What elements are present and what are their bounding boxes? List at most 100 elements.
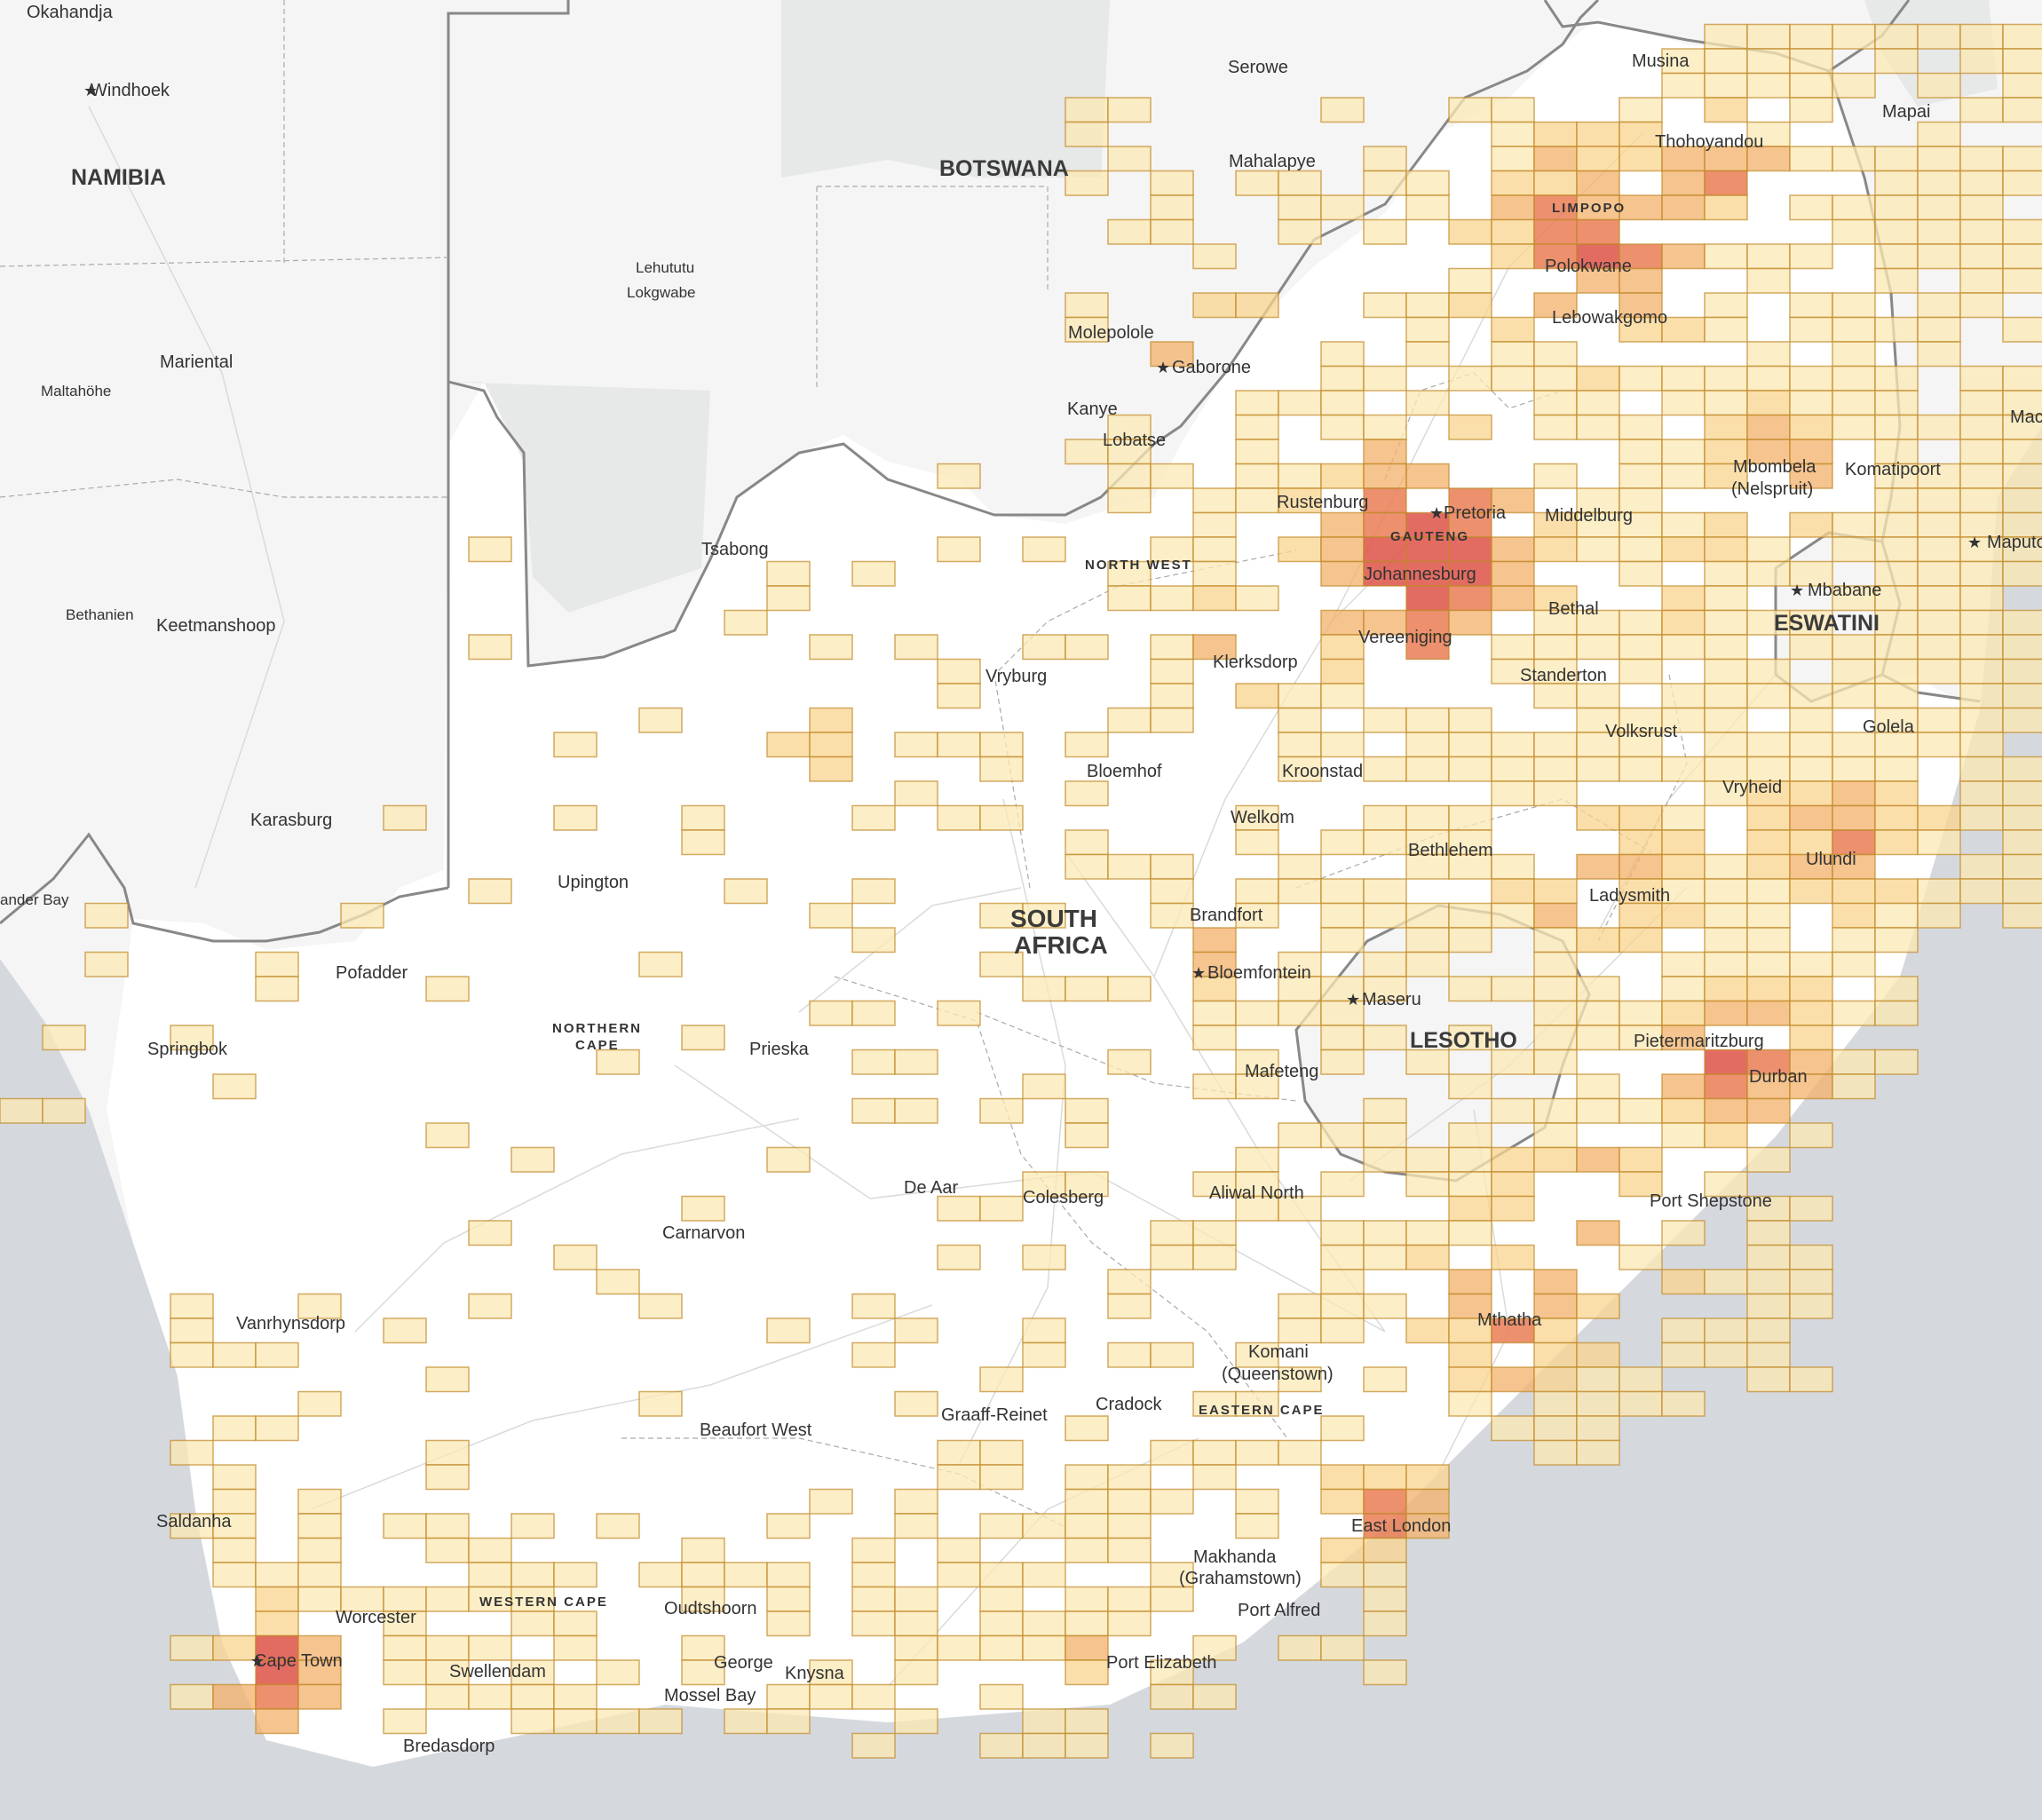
heat-cell[interactable] xyxy=(1533,683,1578,709)
heat-cell[interactable] xyxy=(681,1659,725,1686)
heat-cell[interactable] xyxy=(1405,341,1450,368)
heat-cell[interactable] xyxy=(1491,1415,1535,1442)
heat-cell[interactable] xyxy=(1192,1464,1237,1491)
heat-cell[interactable] xyxy=(851,1048,896,1075)
heat-cell[interactable] xyxy=(1065,1415,1109,1442)
heat-cell[interactable] xyxy=(297,1537,342,1563)
heat-cell[interactable] xyxy=(468,878,512,905)
heat-cell[interactable] xyxy=(2002,267,2042,294)
heat-cell[interactable] xyxy=(553,732,598,758)
heat-cell[interactable] xyxy=(979,1586,1024,1612)
heat-cell[interactable] xyxy=(1107,97,1152,123)
heat-cell[interactable] xyxy=(1192,1439,1237,1466)
heat-cell[interactable] xyxy=(1448,927,1492,954)
heat-cell[interactable] xyxy=(1874,829,1919,856)
heat-cell[interactable] xyxy=(1150,1488,1194,1515)
heat-cell[interactable] xyxy=(1192,560,1237,587)
heat-cell[interactable] xyxy=(1832,1000,1876,1026)
heat-cell[interactable] xyxy=(1235,1146,1279,1173)
heat-cell[interactable] xyxy=(1746,1341,1791,1368)
heat-cell[interactable] xyxy=(1320,732,1365,758)
heat-cell[interactable] xyxy=(1661,146,1706,172)
heat-cell[interactable] xyxy=(1789,951,1833,977)
heat-cell[interactable] xyxy=(638,1390,683,1417)
heat-cell[interactable] xyxy=(1619,1366,1663,1393)
heat-cell[interactable] xyxy=(1533,1415,1578,1442)
heat-cell[interactable] xyxy=(1150,1586,1194,1612)
heat-cell[interactable] xyxy=(1405,1048,1450,1075)
heat-cell[interactable] xyxy=(170,1025,214,1051)
heat-cell[interactable] xyxy=(1022,1708,1066,1735)
heat-cell[interactable] xyxy=(2002,609,2042,636)
heat-cell[interactable] xyxy=(1363,902,1407,929)
heat-cell[interactable] xyxy=(1959,732,2004,758)
heat-cell[interactable] xyxy=(1661,1073,1706,1100)
heat-cell[interactable] xyxy=(2002,48,2042,75)
heat-cell[interactable] xyxy=(1746,1366,1791,1393)
heat-cell[interactable] xyxy=(1320,194,1365,221)
heat-cell[interactable] xyxy=(894,634,938,661)
heat-cell[interactable] xyxy=(212,1073,257,1100)
heat-cell[interactable] xyxy=(1533,218,1578,245)
heat-cell[interactable] xyxy=(170,1634,214,1661)
heat-cell[interactable] xyxy=(979,1439,1024,1466)
heat-cell[interactable] xyxy=(1619,292,1663,319)
heat-cell[interactable] xyxy=(766,1586,811,1612)
heat-cell[interactable] xyxy=(1959,365,2004,392)
heat-cell[interactable] xyxy=(1363,511,1407,538)
heat-cell[interactable] xyxy=(1320,390,1365,416)
heat-cell[interactable] xyxy=(1065,1708,1109,1735)
heat-cell[interactable] xyxy=(1917,902,1961,929)
heat-cell[interactable] xyxy=(1363,560,1407,587)
heat-cell[interactable] xyxy=(1704,1073,1748,1100)
heat-cell[interactable] xyxy=(297,1683,342,1710)
heat-cell[interactable] xyxy=(1448,707,1492,733)
heat-cell[interactable] xyxy=(510,1659,555,1686)
heat-cell[interactable] xyxy=(255,976,299,1002)
heat-cell[interactable] xyxy=(1576,707,1620,733)
heat-cell[interactable] xyxy=(1192,634,1237,661)
heat-cell[interactable] xyxy=(1533,511,1578,538)
heat-cell[interactable] xyxy=(851,1537,896,1563)
heat-cell[interactable] xyxy=(979,804,1024,831)
heat-cell[interactable] xyxy=(42,1025,86,1051)
heat-cell[interactable] xyxy=(1065,634,1109,661)
heat-cell[interactable] xyxy=(1320,365,1365,392)
heat-cell[interactable] xyxy=(638,1708,683,1735)
heat-cell[interactable] xyxy=(2002,487,2042,514)
heat-cell[interactable] xyxy=(1235,463,1279,489)
heat-cell[interactable] xyxy=(1278,707,1322,733)
heat-cell[interactable] xyxy=(1448,292,1492,319)
heat-cell[interactable] xyxy=(1022,1244,1066,1270)
heat-cell[interactable] xyxy=(1491,1318,1535,1344)
heat-cell[interactable] xyxy=(1832,365,1876,392)
heat-cell[interactable] xyxy=(1448,1390,1492,1417)
heat-cell[interactable] xyxy=(638,1562,683,1588)
heat-cell[interactable] xyxy=(1448,97,1492,123)
heat-cell[interactable] xyxy=(1789,878,1833,905)
heat-cell[interactable] xyxy=(1491,976,1535,1002)
heat-cell[interactable] xyxy=(1789,560,1833,587)
heat-cell[interactable] xyxy=(1150,463,1194,489)
heat-cell[interactable] xyxy=(1619,732,1663,758)
heat-cell[interactable] xyxy=(1235,683,1279,709)
heat-cell[interactable] xyxy=(1789,609,1833,636)
heat-cell[interactable] xyxy=(1448,609,1492,636)
heat-cell[interactable] xyxy=(1192,1683,1237,1710)
heat-cell[interactable] xyxy=(1874,170,1919,196)
heat-cell[interactable] xyxy=(1448,1341,1492,1368)
heat-cell[interactable] xyxy=(1363,1025,1407,1051)
heat-cell[interactable] xyxy=(1065,439,1109,465)
heat-cell[interactable] xyxy=(2002,902,2042,929)
heat-cell[interactable] xyxy=(1405,634,1450,661)
heat-cell[interactable] xyxy=(1619,804,1663,831)
heat-cell[interactable] xyxy=(468,634,512,661)
heat-cell[interactable] xyxy=(1150,707,1194,733)
heat-cell[interactable] xyxy=(1107,414,1152,440)
heat-cell[interactable] xyxy=(1448,414,1492,440)
heat-cell[interactable] xyxy=(2002,511,2042,538)
heat-cell[interactable] xyxy=(1533,243,1578,270)
heat-cell[interactable] xyxy=(1789,243,1833,270)
heat-cell[interactable] xyxy=(1363,1097,1407,1124)
heat-cell[interactable] xyxy=(1107,1610,1152,1637)
